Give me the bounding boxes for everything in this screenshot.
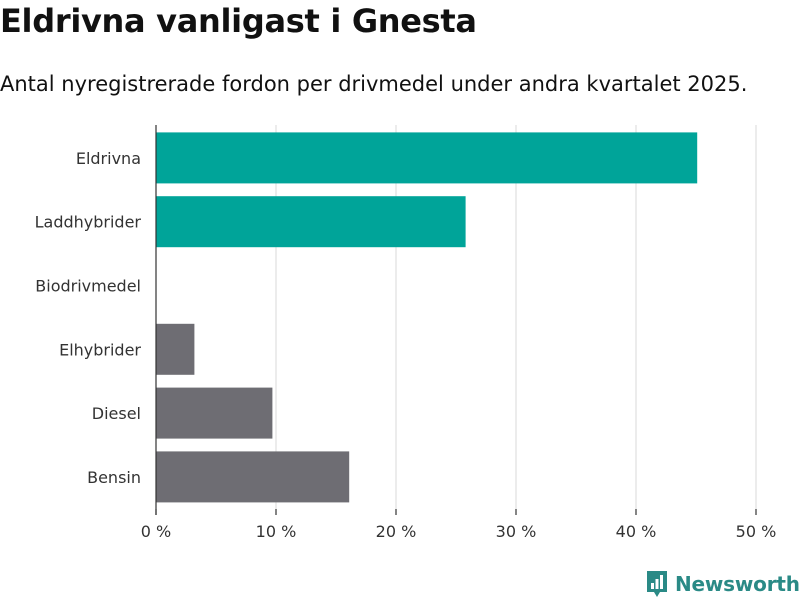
category-label: Diesel	[92, 404, 141, 423]
bar	[156, 451, 350, 503]
bar	[156, 387, 273, 439]
category-label: Laddhybrider	[35, 213, 142, 232]
bar	[156, 196, 466, 248]
newsworthy-logo: Newsworthy	[645, 570, 800, 598]
chart-subtitle: Antal nyregistrerade fordon per drivmede…	[0, 72, 748, 96]
bar	[156, 132, 698, 184]
newsworthy-logo-icon	[647, 571, 667, 597]
x-tick-label: 10 %	[256, 522, 297, 541]
x-tick-label: 40 %	[616, 522, 657, 541]
category-label: Bensin	[87, 468, 141, 487]
x-tick-label: 0 %	[141, 522, 171, 541]
bar	[156, 323, 195, 375]
brand-name: Newsworthy	[675, 572, 800, 596]
category-label: Eldrivna	[76, 149, 141, 168]
x-tick-label: 50 %	[736, 522, 777, 541]
x-tick-label: 30 %	[496, 522, 537, 541]
chart-title: Eldrivna vanligast i Gnesta	[0, 2, 477, 40]
x-tick-label: 20 %	[376, 522, 417, 541]
category-label: Biodrivmedel	[35, 277, 141, 296]
category-label: Elhybrider	[59, 340, 141, 359]
